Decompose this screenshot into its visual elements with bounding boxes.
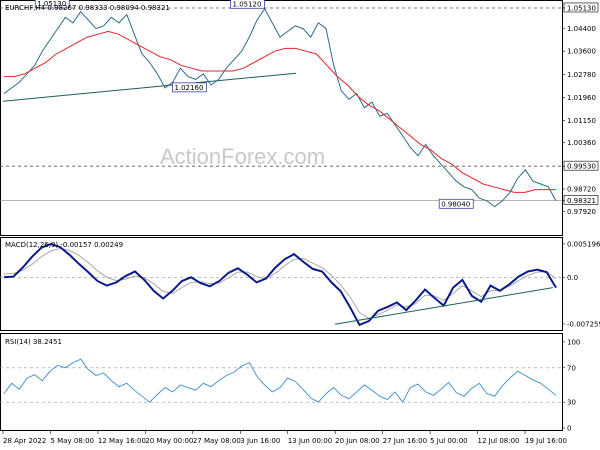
- x-tick-label-2: 12 May 16:00: [98, 437, 146, 445]
- rsi-panel-frame: [0, 333, 563, 431]
- price-level-badge-0: [563, 2, 599, 13]
- price-level-badge-7: [563, 160, 599, 171]
- price-annotation-box-1: [230, 0, 265, 9]
- price-panel-frame: [0, 0, 563, 236]
- price-annotation-box-3: [438, 198, 474, 209]
- current-price-badge: [563, 195, 599, 205]
- rsi-line: [3, 358, 557, 404]
- price-title: EURCHF,H4 0.98267 0.98333 0.98094 0.9832…: [5, 4, 170, 12]
- rsi-series-group: 100 70 30 0: [0, 339, 580, 433]
- macd-tick-label-1: 0.0: [567, 274, 578, 282]
- macd-title: MACD(12,26,9) -0.00157 0.00249: [5, 241, 123, 249]
- price-annotation-label-2: 1.02160: [174, 84, 203, 92]
- macd-signal-line: [3, 247, 557, 319]
- x-tick-label-9: 5 Jul 00:00: [430, 437, 468, 445]
- price-annotation-label-1: 1.05120: [233, 0, 262, 8]
- rsi-tick-label-1: 70: [567, 364, 576, 372]
- x-tick-label-6: 13 Jun 00:00: [288, 437, 332, 445]
- support-trendline: [2, 72, 297, 102]
- price-tick-label-9: 0.98321: [567, 197, 596, 205]
- rsi-title: RSI(14) 38.2451: [5, 338, 62, 346]
- price-tick-label-7: 0.99530: [567, 163, 596, 171]
- macd-line: [3, 242, 557, 327]
- axis-labels-group: 28 Apr 2022 5 May 08:00 12 May 16:00 20 May…: [2, 431, 567, 445]
- price-tick-label-5: 1.01150: [567, 117, 596, 125]
- macd-series-group: 0.005196 0.0 -0.007259: [0, 240, 600, 328]
- macd-trendline: [334, 287, 554, 325]
- x-tick-label-4: 27 May 08:00: [193, 437, 241, 445]
- price-annotation-label-3: 0.98040: [441, 200, 470, 208]
- price-tick-label-2: 1.03600: [567, 48, 596, 56]
- price-tick-label-0: 1.05130: [567, 4, 596, 12]
- rsi-tick-label-0: 100: [567, 339, 580, 347]
- x-tick-label-1: 5 May 08:00: [50, 437, 94, 445]
- price-annotation-box-2: [172, 82, 207, 93]
- x-tick-label-8: 27 Jun 16:00: [383, 437, 427, 445]
- macd-tick-label-0: 0.005196: [567, 240, 600, 248]
- price-tick-label-4: 1.01960: [567, 94, 596, 102]
- price-tick-label-6: 1.00360: [567, 139, 596, 147]
- macd-panel-frame: [0, 237, 563, 331]
- price-tick-label-1: 1.04400: [567, 25, 596, 33]
- price-tick-label-8: 0.98720: [567, 186, 596, 194]
- moving-average-line: [4, 30, 556, 193]
- price-tick-label-10: 0.97920: [567, 208, 596, 216]
- price-annotation-label-0: 1.05130: [37, 0, 66, 8]
- price-annotation-box-0: [34, 0, 70, 9]
- x-tick-label-7: 20 Jun 08:00: [335, 437, 379, 445]
- rsi-tick-label-2: 30: [567, 399, 576, 407]
- x-tick-label-11: 19 Jul 16:00: [525, 437, 567, 445]
- macd-tick-label-2: -0.007259: [567, 320, 600, 328]
- x-tick-label-0: 28 Apr 2022: [3, 437, 46, 445]
- x-tick-label-10: 12 Jul 08:00: [478, 437, 520, 445]
- rsi-tick-label-3: 0: [567, 425, 571, 433]
- x-tick-label-3: 20 May 00:00: [145, 437, 193, 445]
- watermark: ActionForex.com: [160, 144, 325, 169]
- price-series-line: [3, 7, 557, 208]
- price-series-group: 1.05130 1.05120 1.02160 0.98040 1.05130 1.044…: [0, 0, 599, 216]
- price-tick-label-3: 1.02780: [567, 71, 596, 79]
- x-tick-label-5: 3 Jun 16:00: [240, 437, 280, 445]
